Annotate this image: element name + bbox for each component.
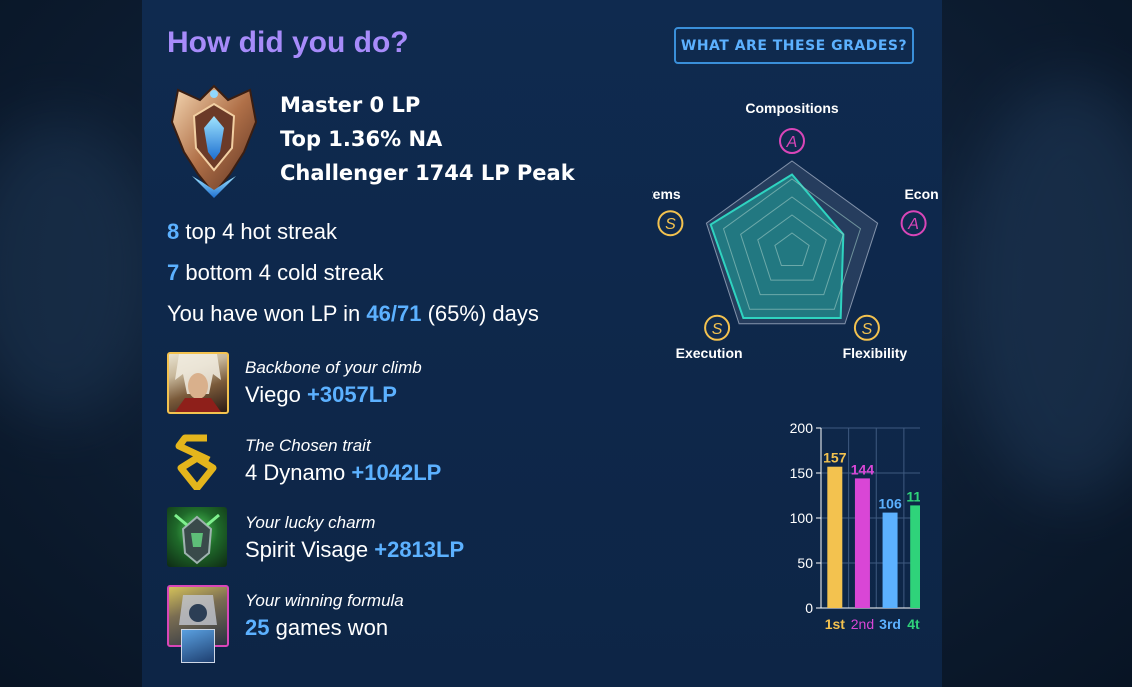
radar-axis-label: Execution	[676, 345, 743, 361]
what-are-grades-button[interactable]: WHAT ARE THESE GRADES?	[674, 27, 914, 64]
background-decoration	[0, 120, 160, 420]
grade-badge-letter: S	[862, 321, 873, 338]
stats-panel: How did you do? WHAT ARE THESE GRADES? M…	[142, 0, 942, 687]
radar-axis-label: Items	[652, 186, 681, 202]
page-title: How did you do?	[167, 26, 409, 59]
current-rank: Master 0 LP	[280, 93, 421, 117]
hot-streak-label: top 4 hot streak	[185, 219, 338, 244]
lp-days: You have won LP in 46/71 (65%) days	[167, 301, 539, 327]
radar-grid-ring	[757, 214, 827, 281]
grade-badge-icon	[657, 210, 684, 237]
x-tick-label: 3rd	[879, 616, 901, 632]
bar-3rd	[882, 512, 898, 608]
lp-days-count: 46/71	[366, 301, 422, 326]
bar-1st	[827, 466, 843, 608]
x-tick-label: 4th	[907, 616, 920, 632]
highlight-trait: The Chosen trait 4 Dynamo +1042LP	[167, 430, 567, 494]
games-won-count: 25	[245, 615, 270, 640]
highlight-caption: Backbone of your climb	[245, 358, 422, 377]
grade-badge-icon	[900, 210, 927, 237]
background-decoration	[960, 80, 1132, 500]
master-rank-emblem	[164, 82, 264, 202]
bar-value-label: 106	[878, 496, 902, 512]
cold-streak-label: bottom 4 cold streak	[185, 260, 384, 285]
lp-days-prefix: You have won LP in	[167, 301, 361, 326]
grade-badge-letter: A	[907, 216, 919, 233]
bar-value-label: 144	[851, 461, 875, 477]
x-tick-label: 2nd	[851, 616, 874, 632]
y-tick-label: 0	[805, 600, 813, 616]
unit-mini-portrait	[181, 629, 215, 663]
highlight-name: games won	[275, 615, 389, 640]
highlight-name: Spirit Visage	[245, 537, 369, 562]
highlight-value-line: Spirit Visage +2813LP	[245, 537, 464, 563]
radar-grid-ring	[774, 232, 810, 267]
highlight-caption: Your lucky charm	[245, 513, 376, 532]
radar-grid-ring	[722, 178, 862, 310]
peak-rank: Challenger 1744 LP Peak	[280, 161, 575, 185]
hot-streak: 8 top 4 hot streak	[167, 219, 337, 245]
grade-badge-icon	[779, 128, 805, 154]
grade-badge-letter: S	[665, 216, 676, 233]
dynamo-trait-icon	[167, 430, 227, 490]
radar-axis-label: Flexibility	[843, 345, 908, 361]
radar-axis-label: Econ	[904, 186, 938, 202]
rank-percentile: Top 1.36% NA	[280, 127, 443, 151]
bar-value-label: 114	[906, 488, 920, 504]
highlight-lp: +3057LP	[307, 382, 397, 407]
highlight-value-line: Viego +3057LP	[245, 382, 397, 408]
highlight-value-line: 25 games won	[245, 615, 388, 641]
bar-value-label: 157	[823, 450, 847, 466]
cold-streak: 7 bottom 4 cold streak	[167, 260, 383, 286]
highlight-name: 4 Dynamo	[245, 460, 346, 485]
highlight-item: Your lucky charm Spirit Visage +2813LP	[167, 507, 567, 571]
bar-4th	[910, 505, 920, 608]
y-tick-label: 150	[790, 465, 814, 481]
radar-axis-label: Compositions	[745, 100, 839, 116]
placement-bar-chart: 0501001502001571st1442nd1063rd1144th985t…	[790, 420, 920, 632]
lp-days-suffix: (65%) days	[427, 301, 539, 326]
highlight-champion: Backbone of your climb Viego +3057LP	[167, 352, 567, 416]
comp-portrait-icon	[167, 585, 229, 663]
highlight-lp: +2813LP	[374, 537, 465, 562]
highlight-caption: Your winning formula	[245, 591, 404, 610]
spirit-visage-item-icon	[167, 507, 227, 567]
bar-2nd	[854, 478, 870, 608]
y-tick-label: 200	[790, 420, 814, 436]
x-tick-label: 1st	[825, 616, 846, 632]
highlight-formula: Your winning formula 25 games won	[167, 585, 567, 663]
grade-badge-icon	[853, 314, 880, 341]
highlight-name: Viego	[245, 382, 301, 407]
highlight-value-line: 4 Dynamo +1042LP	[245, 460, 441, 486]
grades-radar-chart: Compositions A Econ A Flexibility S Execution S…	[652, 100, 939, 361]
grade-badge-icon	[704, 314, 731, 341]
y-tick-label: 50	[797, 555, 813, 571]
grade-badge-letter: A	[786, 134, 798, 151]
hot-streak-count: 8	[167, 219, 180, 244]
y-tick-label: 100	[790, 510, 814, 526]
highlight-caption: The Chosen trait	[245, 436, 371, 455]
highlight-lp: +1042LP	[351, 460, 442, 485]
cold-streak-count: 7	[167, 260, 180, 285]
viego-portrait-icon	[167, 352, 229, 414]
grade-badge-letter: S	[712, 321, 723, 338]
rank-info: Master 0 LP Top 1.36% NA Challenger 1744…	[280, 92, 575, 194]
radar-grid-ring	[740, 196, 844, 296]
